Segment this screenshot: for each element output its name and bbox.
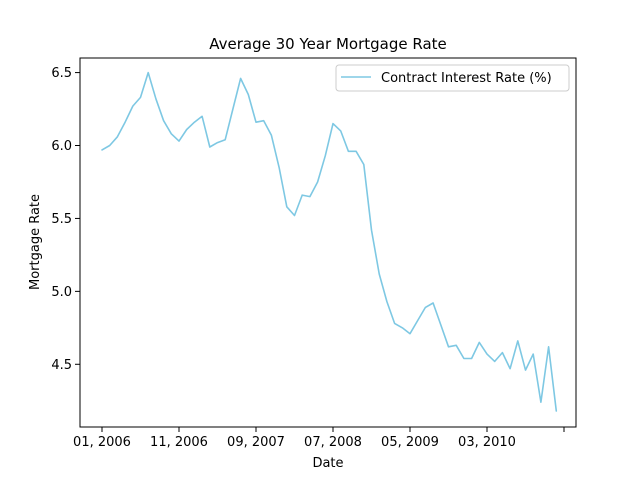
y-axis: 4.5 5.0 5.5 6.0 6.5 xyxy=(51,66,80,373)
legend-box xyxy=(335,64,570,92)
y-tick-label: 6.5 xyxy=(51,66,72,81)
x-axis-label: Date xyxy=(312,456,343,471)
y-tick-label: 6.0 xyxy=(51,139,72,154)
y-axis-label: Mortgage Rate xyxy=(28,194,43,290)
legend-label: Contract Interest Rate (%) xyxy=(381,71,552,86)
x-tick-label: 05, 2009 xyxy=(381,435,439,450)
x-tick-label: 07, 2008 xyxy=(304,435,362,450)
series-line-contract-interest-rate xyxy=(101,71,558,412)
x-tick-label: 03, 2010 xyxy=(458,435,516,450)
plot-area xyxy=(80,58,576,427)
legend: Contract Interest Rate (%) xyxy=(335,64,570,92)
x-tick-label: 11, 2006 xyxy=(150,435,208,450)
x-axis: 01, 2006 11, 2006 09, 2007 07, 2008 05, 2009… xyxy=(73,427,565,450)
y-tick-label: 5.5 xyxy=(51,212,72,227)
x-tick-label: 09, 2007 xyxy=(227,435,285,450)
plot-frame xyxy=(79,57,577,428)
x-tick-label: 01, 2006 xyxy=(73,435,131,450)
y-tick-label: 4.5 xyxy=(51,358,72,373)
chart-title: Average 30 Year Mortgage Rate xyxy=(209,35,447,53)
y-tick-label: 5.0 xyxy=(51,285,72,300)
